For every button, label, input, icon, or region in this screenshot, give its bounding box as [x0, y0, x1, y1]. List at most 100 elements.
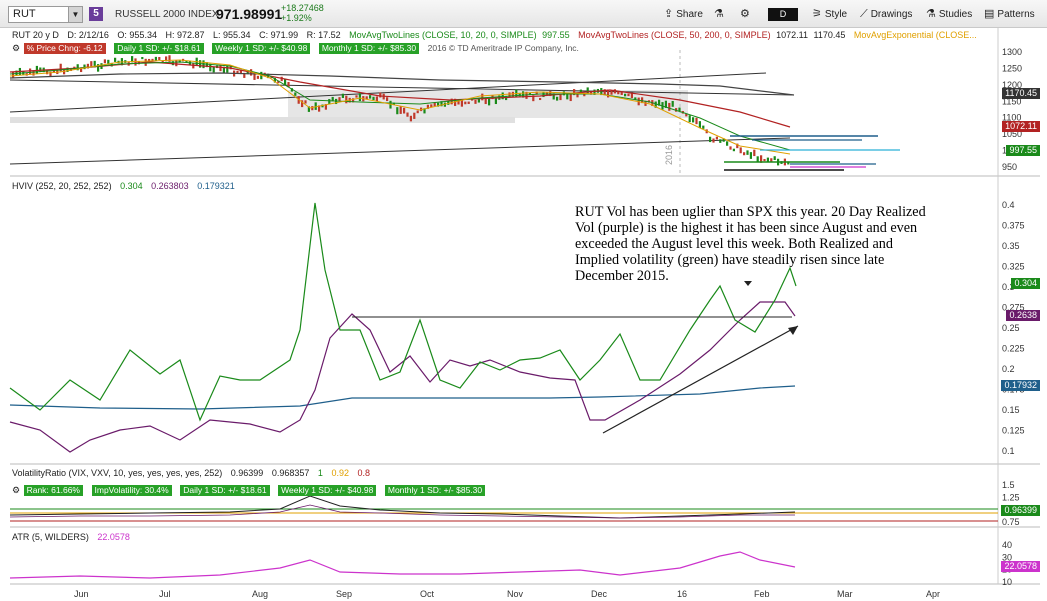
price-candle [416, 110, 419, 114]
price-candle [76, 64, 79, 71]
gear-icon[interactable]: ⚙ [12, 43, 21, 53]
price-candle [579, 89, 582, 94]
price-candle [709, 136, 712, 143]
price-candle [80, 68, 83, 73]
price-candle [372, 96, 375, 101]
price-candle [287, 81, 290, 88]
beaker-icon: ⚗ [714, 8, 724, 20]
gear-icon[interactable]: ⚙ [12, 485, 21, 495]
price-candle [90, 61, 93, 68]
price-candle [746, 150, 749, 155]
daily-sd-badge: Daily 1 SD: +/- $18.61 [180, 485, 270, 496]
symbol-link-badge[interactable]: 5 [89, 7, 103, 21]
aggregation-selector[interactable]: D [768, 8, 798, 21]
vr-value-1: 0.96399 [230, 468, 264, 478]
price-candle [423, 108, 426, 114]
vr-value-2: 0.968357 [271, 468, 310, 478]
x-tick-label: Dec [591, 589, 608, 599]
price-candle [569, 93, 572, 102]
atr-line [9, 551, 796, 579]
atr-value: 22.0578 [97, 532, 130, 542]
price-candle [396, 107, 399, 115]
price-candle [532, 95, 535, 102]
price-candle [236, 70, 239, 74]
y-tick-label: 1100 [1002, 113, 1021, 123]
beaker-button[interactable]: ⚗ [710, 6, 731, 23]
share-icon: ⇪ [664, 8, 674, 20]
y-tick-label: 0.125 [1002, 426, 1025, 436]
price-candle [212, 66, 215, 73]
price-candle [168, 55, 171, 62]
price-candle [770, 158, 773, 162]
price-candle [773, 156, 776, 160]
price-candle [736, 143, 739, 149]
x-tick-label: Feb [754, 589, 770, 599]
price-candle [678, 107, 681, 112]
hv-value-3: 0.179321 [197, 181, 235, 191]
price-candle [494, 97, 497, 105]
price-candle [379, 92, 382, 98]
price-candle [32, 70, 35, 76]
price-candle [668, 102, 671, 111]
studies-button[interactable]: ⚗ Studies [922, 6, 976, 23]
price-candle [158, 56, 161, 60]
price-candle [641, 97, 644, 104]
price-candle [209, 63, 212, 72]
price-candle [613, 89, 616, 94]
price-candle [63, 69, 66, 75]
x-tick-label: Jul [159, 589, 171, 599]
share-button[interactable]: ⇪ Share [660, 6, 707, 23]
hv-value-1: 0.304 [120, 181, 143, 191]
price-candle [566, 93, 569, 100]
price-candle [610, 90, 613, 95]
price-candle [161, 60, 164, 63]
settings-button[interactable]: ⚙ [736, 6, 757, 23]
bar-open: O: 955.34 [117, 30, 157, 40]
daily-sd-badge: Daily 1 SD: +/- $18.61 [114, 43, 204, 54]
price-candle [552, 93, 555, 100]
monthly-sd-badge: Monthly 1 SD: +/- $85.30 [384, 485, 486, 496]
ma-200-line [9, 72, 795, 96]
price-candle [426, 104, 429, 109]
price-candle [399, 106, 402, 114]
price-candle [688, 115, 691, 123]
vr-pane-header: VolatilityRatio (VIX, VXV, 10, yes, yes,… [12, 468, 376, 478]
price-candle [695, 117, 698, 125]
patterns-button[interactable]: ▤ Patterns [980, 6, 1039, 23]
price-candle [586, 87, 589, 95]
price-candle [12, 72, 15, 78]
chart-annotation[interactable]: RUT Vol has been uglier than SPX this ye… [575, 204, 926, 284]
drawings-button[interactable]: ⟋ Drawings [856, 6, 916, 23]
price-candle [702, 125, 705, 129]
price-candle [760, 155, 763, 163]
price-candle [307, 106, 310, 112]
price-candle [148, 58, 151, 62]
x-tick-label: Sep [336, 589, 353, 599]
last-price: 971.98991 [216, 6, 283, 22]
price-candle [664, 100, 667, 108]
implied-vol-line [9, 202, 797, 422]
price-candle [29, 68, 32, 75]
y-tick-label: 0.375 [1002, 221, 1025, 231]
price-candle [69, 68, 72, 72]
price-candle [766, 157, 769, 162]
rank-badge: Rank: 61.66% [23, 485, 83, 496]
style-button[interactable]: ⚞ Style [808, 6, 851, 23]
price-candle [49, 71, 52, 77]
price-candle [15, 70, 18, 76]
realized-vol-line [9, 301, 796, 453]
price-candle [671, 100, 674, 107]
net-change: +18.27468 +1.92% [281, 3, 324, 23]
symbol-dropdown-icon[interactable]: ▼ [68, 7, 82, 22]
price-candle [539, 97, 542, 101]
price-candle [787, 161, 790, 165]
price-candle [732, 148, 735, 152]
copyright-text: 2016 © TD Ameritrade IP Company, Inc. [427, 43, 579, 53]
chart-toolbar: RUT ▼ 5 RUSSELL 2000 INDEX 971.98991 +18… [0, 0, 1047, 28]
symbol-input[interactable]: RUT ▼ [8, 6, 83, 23]
atr-study-name: ATR (5, WILDERS) [12, 532, 89, 542]
price-candle [624, 93, 627, 97]
trend-arrow-line [602, 325, 799, 434]
ma-long-value-1: 1072.11 [776, 30, 808, 40]
